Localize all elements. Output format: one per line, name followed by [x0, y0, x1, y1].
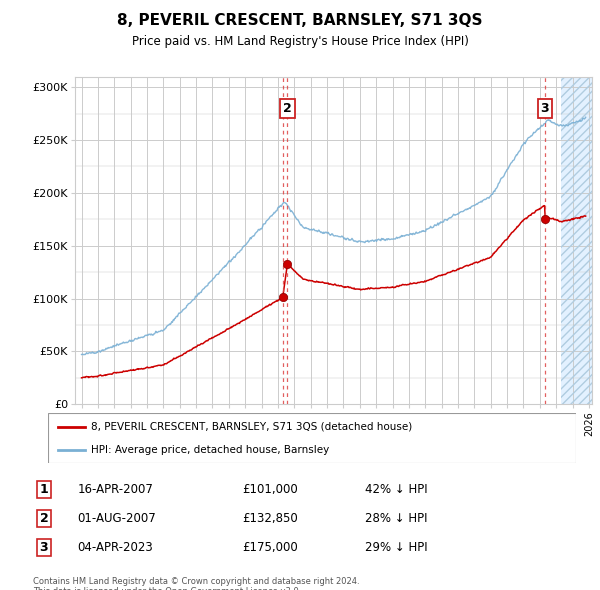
Text: 8, PEVERIL CRESCENT, BARNSLEY, S71 3QS (detached house): 8, PEVERIL CRESCENT, BARNSLEY, S71 3QS (… — [91, 421, 413, 431]
Text: 04-APR-2023: 04-APR-2023 — [77, 541, 153, 554]
Text: 8, PEVERIL CRESCENT, BARNSLEY, S71 3QS: 8, PEVERIL CRESCENT, BARNSLEY, S71 3QS — [117, 13, 483, 28]
Text: Price paid vs. HM Land Registry's House Price Index (HPI): Price paid vs. HM Land Registry's House … — [131, 35, 469, 48]
Text: £175,000: £175,000 — [242, 541, 298, 554]
Text: 01-AUG-2007: 01-AUG-2007 — [77, 512, 156, 525]
Text: 29% ↓ HPI: 29% ↓ HPI — [365, 541, 427, 554]
Text: £101,000: £101,000 — [242, 483, 298, 496]
Text: 3: 3 — [540, 102, 549, 115]
Text: 16-APR-2007: 16-APR-2007 — [77, 483, 154, 496]
FancyBboxPatch shape — [48, 413, 576, 463]
Text: 42% ↓ HPI: 42% ↓ HPI — [365, 483, 427, 496]
Bar — [561, 77, 592, 404]
Text: 28% ↓ HPI: 28% ↓ HPI — [365, 512, 427, 525]
Text: £132,850: £132,850 — [242, 512, 298, 525]
Text: Contains HM Land Registry data © Crown copyright and database right 2024.
This d: Contains HM Land Registry data © Crown c… — [33, 577, 359, 590]
Text: 3: 3 — [40, 541, 48, 554]
Text: 2: 2 — [40, 512, 49, 525]
Bar — [561, 77, 592, 404]
Text: 1: 1 — [40, 483, 49, 496]
Text: 2: 2 — [283, 102, 292, 115]
Text: HPI: Average price, detached house, Barnsley: HPI: Average price, detached house, Barn… — [91, 445, 329, 455]
